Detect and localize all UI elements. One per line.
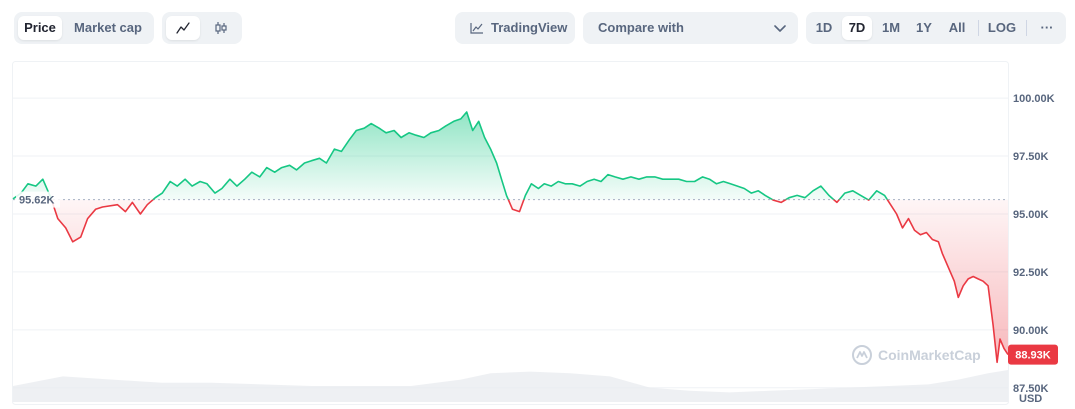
y-tick-label: 92.50K [1013, 267, 1049, 279]
compare-with-dropdown[interactable]: Compare with [583, 12, 798, 44]
more-separator [1026, 20, 1027, 36]
compare-with-label: Compare with [598, 20, 684, 35]
y-axis: 100.00K 97.50K 95.00K 92.50K 90.00K 87.50K [1013, 93, 1055, 395]
more-options-button[interactable]: ··· [1040, 20, 1054, 35]
candlestick-chart-button[interactable] [204, 16, 238, 40]
y-tick-label: 87.50K [1013, 383, 1049, 395]
range-selector: 1D 7D 1M 1Y All LOG ··· [806, 12, 1066, 44]
price-line-up [12, 111, 889, 200]
y-tick-label: 95.00K [1013, 209, 1049, 221]
range-1m[interactable]: 1M [881, 20, 901, 35]
line-chart-button[interactable] [166, 16, 200, 40]
view-tabs: Price Market cap [14, 12, 154, 44]
line-chart-icon [176, 22, 190, 34]
price-markers: 95.62K 88.93K [16, 191, 1058, 365]
price-area-up [13, 112, 888, 200]
current-price-badge [1008, 344, 1058, 365]
coinmarketcap-logo-icon [852, 345, 872, 365]
price-chart[interactable]: 100.00K 97.50K 95.00K 92.50K 90.00K 87.50K 95… [0, 56, 1075, 409]
reference-price-label: 95.62K [19, 195, 55, 207]
trending-chart-icon [470, 23, 483, 34]
range-separator [978, 20, 979, 36]
current-price-label: 88.93K [1015, 350, 1051, 362]
candlestick-icon [215, 22, 227, 34]
range-1y[interactable]: 1Y [916, 20, 932, 35]
y-tick-label: 100.00K [1013, 93, 1055, 105]
range-1d[interactable]: 1D [815, 20, 833, 35]
tradingview-button[interactable]: TradingView [455, 12, 575, 44]
volume-area-shape [13, 370, 1008, 402]
y-tick-label: 90.00K [1013, 325, 1049, 337]
price-line-down [50, 199, 1009, 364]
range-7d[interactable]: 7D [842, 16, 872, 40]
reference-price-bg [16, 191, 60, 208]
log-scale-toggle[interactable]: LOG [987, 20, 1017, 35]
currency-label: USD [1019, 393, 1043, 405]
watermark-text: CoinMarketCap [878, 347, 981, 363]
chevron-down-icon [774, 25, 786, 32]
price-area-down [13, 199, 1008, 363]
tab-market-cap[interactable]: Market cap [74, 20, 142, 35]
chart-type-toggle [162, 12, 242, 44]
plot-frame [12, 61, 1009, 405]
tab-price[interactable]: Price [18, 16, 62, 40]
price-area [13, 112, 1008, 363]
tradingview-label: TradingView [491, 20, 568, 35]
range-all[interactable]: All [948, 20, 966, 35]
price-lines [12, 111, 1009, 364]
y-tick-label: 97.50K [1013, 151, 1049, 163]
volume-area [13, 370, 1008, 402]
